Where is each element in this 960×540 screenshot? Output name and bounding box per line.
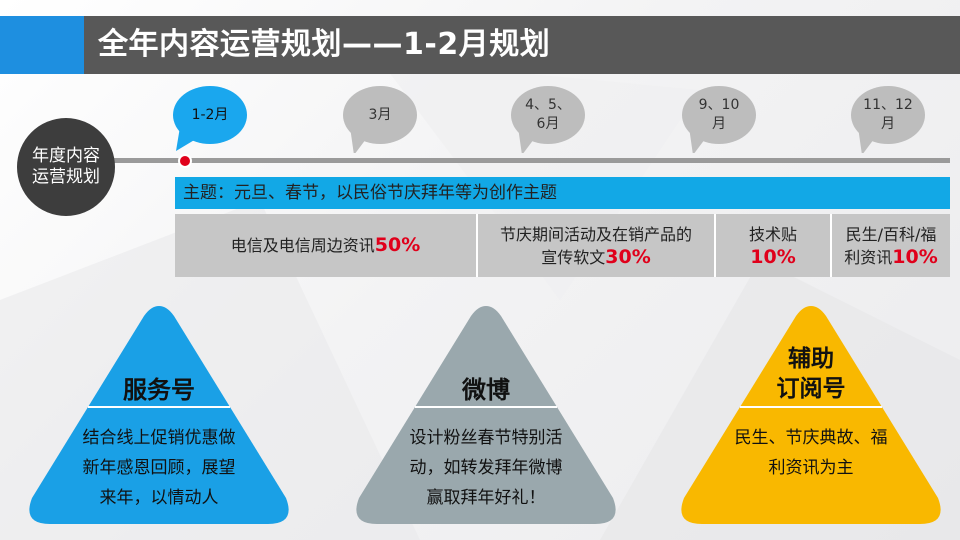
channel-description: 设计粉丝春节特别活 动，如转发拜年微博 赢取拜年好礼！ [351,423,621,513]
category-percent: 30% [605,245,651,268]
header-accent-block [0,16,84,74]
channel-line: 民生、节庆典故、福 [734,428,888,448]
period-label-line1: 1-2月 [191,106,229,123]
category-cell: 技术贴 10% [716,214,832,277]
channel-line: 设计粉丝春节特别活 [409,428,563,448]
category-cell: 节庆期间活动及在销产品的宣传软文30% [478,214,716,277]
channel-description: 结合线上促销优惠做 新年感恩回顾，展望 来年，以情动人 [24,423,294,513]
timeline-label-line2: 运营规划 [32,167,100,187]
timeline-period-2[interactable]: 3月 [342,85,418,153]
channel-card-service-account: 服务号 结合线上促销优惠做 新年感恩回顾，展望 来年，以情动人 [24,302,294,527]
category-percent: 10% [892,245,938,268]
speech-bubble-icon [173,86,247,151]
channel-line: 来年，以情动人 [99,488,219,508]
timeline-period-5[interactable]: 11、12 月 [850,85,926,153]
category-label-line2: 利资讯 [844,247,893,267]
speech-bubble-icon [851,86,925,153]
channel-line: 赢取拜年好礼！ [426,488,546,508]
timeline-line [100,158,950,163]
theme-bar: 主题：元旦、春节，以民俗节庆拜年等为创作主题 [175,177,950,209]
category-label: 节庆期间活动及在销产品的 [499,224,692,244]
channel-card-subscription-account: 辅助 订阅号 民生、节庆典故、福 利资讯为主 [676,302,946,527]
category-cell: 民生/百科/福 利资讯10% [832,214,950,277]
channel-line: 利资讯为主 [768,458,854,478]
category-label-line2: 宣传软文 [541,247,606,267]
category-label: 电信及电信周边资讯 [230,236,375,255]
timeline-label-line1: 年度内容 [32,146,100,166]
timeline-period-4[interactable]: 9、10 月 [681,85,757,153]
period-label-line1: 3月 [368,106,392,123]
channel-title: 微博 [462,376,510,404]
channel-line: 结合线上促销优惠做 [82,428,236,448]
category-cell: 电信及电信周边资讯50% [175,214,478,277]
triangle-shape [681,306,941,524]
timeline-period-3[interactable]: 4、5、 6月 [510,85,586,153]
channel-title-line1: 辅助 [788,346,834,372]
channel-line: 动，如转发拜年微博 [409,458,563,478]
period-label-line2: 月 [880,116,895,132]
current-period-marker [178,154,192,168]
triangle-shape [29,306,289,524]
channel-description: 民生、节庆典故、福 利资讯为主 [676,423,946,483]
timeline-label-circle: 年度内容 运营规划 [17,118,115,216]
channel-title: 服务号 [123,376,195,404]
speech-bubble-icon [343,86,417,153]
triangle-shape [356,306,616,524]
channel-title: 辅助 订阅号 [676,344,946,404]
category-percent: 50% [374,234,421,256]
category-label: 民生/百科/福 [845,224,937,244]
timeline-period-1[interactable]: 1-2月 [172,85,248,153]
channel-card-weibo: 微博 设计粉丝春节特别活 动，如转发拜年微博 赢取拜年好礼！ [351,302,621,527]
period-label-line1: 11、12 [863,97,913,113]
period-label-line2: 月 [711,116,726,132]
period-label-line1: 9、10 [698,97,740,113]
speech-bubble-icon [682,86,756,153]
category-percent: 10% [750,245,796,268]
period-label-line2: 6月 [536,116,560,132]
speech-bubble-icon [511,86,585,153]
category-label: 技术贴 [748,224,797,244]
period-label-line1: 4、5、 [525,97,571,113]
channel-line: 新年感恩回顾，展望 [82,458,236,478]
header-bar [84,16,960,74]
channel-title-line2: 订阅号 [776,376,846,402]
page-title: 全年内容运营规划——1-2月规划 [98,27,551,62]
content-category-row: 电信及电信周边资讯50% 节庆期间活动及在销产品的 宣传软文30% 技术贴 10% … [175,214,950,277]
